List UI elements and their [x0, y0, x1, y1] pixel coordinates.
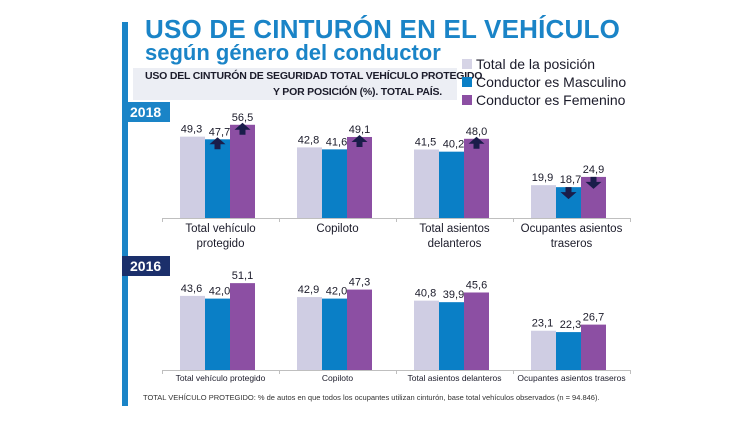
- data-label: 18,7: [560, 174, 581, 186]
- legend-swatch-masculino: [462, 77, 472, 87]
- category-label: Ocupantes asientos traseros: [517, 373, 625, 383]
- year-badge-2016: 2016: [122, 256, 170, 276]
- data-label: 42,8: [298, 134, 319, 146]
- data-label: 40,2: [443, 139, 464, 151]
- arrow-up-icon: [234, 122, 251, 135]
- legend-swatch-femenino: [462, 95, 472, 105]
- category-label: Total vehículo: [185, 223, 255, 235]
- bar-femenino: [464, 138, 489, 218]
- bar-masculino: [322, 149, 347, 218]
- data-label: 42,0: [326, 286, 347, 298]
- category-label: Copiloto: [316, 223, 358, 235]
- chart-subtitle-box: [133, 68, 457, 100]
- accent-bar: [122, 22, 128, 406]
- bar-masculino: [322, 298, 347, 370]
- bar-femenino: [347, 136, 372, 218]
- bar-femenino: [464, 292, 489, 370]
- legend-label: Total de la posición: [476, 56, 596, 72]
- bar-femenino: [347, 289, 372, 370]
- data-label: 41,5: [415, 137, 436, 149]
- data-label: 45,6: [466, 279, 487, 291]
- legend-swatch-total: [462, 59, 472, 69]
- page-title: USO DE CINTURÓN EN EL VEHÍCULO: [145, 14, 621, 44]
- legend-label: Conductor es Masculino: [476, 74, 627, 90]
- data-label: 47,3: [349, 277, 370, 289]
- data-label: 24,9: [583, 164, 604, 176]
- legend-item-masculino: Conductor es Masculino: [462, 73, 626, 91]
- data-label: 19,9: [532, 172, 553, 184]
- category-label: Ocupantes asientos: [521, 223, 623, 235]
- arrow-down-icon: [560, 187, 577, 200]
- category-label: Total asientos delanteros: [407, 373, 501, 383]
- bar-total: [180, 136, 205, 218]
- footnote: TOTAL VEHÍCULO PROTEGIDO: % de autos en …: [143, 393, 600, 402]
- bar-masculino: [205, 298, 230, 370]
- data-label: 42,0: [209, 286, 230, 298]
- data-label: 56,5: [232, 112, 253, 124]
- data-label: 23,1: [532, 318, 553, 330]
- bar-masculino: [205, 139, 230, 218]
- bar-masculino: [556, 332, 581, 370]
- bar-masculino: [439, 302, 464, 370]
- data-label: 47,7: [209, 126, 230, 138]
- bar-total: [414, 300, 439, 370]
- bar-total: [297, 297, 322, 370]
- bar-femenino: [581, 324, 606, 370]
- arrow-down-icon: [585, 176, 602, 189]
- data-label: 42,9: [298, 284, 319, 296]
- data-label: 48,0: [466, 126, 487, 138]
- bar-total: [180, 295, 205, 370]
- data-label: 41,6: [326, 136, 347, 148]
- data-label: 49,3: [181, 124, 202, 136]
- data-label: 22,3: [560, 319, 581, 331]
- bar-femenino: [230, 124, 255, 218]
- year-badge-2018: 2018: [122, 102, 170, 122]
- chart-subtitle-line2: Y POR POSICIÓN (%). TOTAL PAÍS.: [272, 86, 442, 98]
- data-label: 49,1: [349, 124, 370, 136]
- bar-total: [531, 185, 556, 218]
- legend: Total de la posición Conductor es Mascul…: [462, 55, 626, 109]
- data-label: 43,6: [181, 283, 202, 295]
- data-label: 26,7: [583, 312, 604, 324]
- category-label: Total vehículo protegido: [176, 373, 266, 383]
- legend-item-femenino: Conductor es Femenino: [462, 91, 626, 109]
- category-label: Total asientos: [419, 223, 490, 235]
- bar-total: [297, 147, 322, 218]
- data-label: 51,1: [232, 270, 253, 282]
- chart-subtitle-line1: USO DEL CINTURÓN DE SEGURIDAD TOTAL VEHÍ…: [145, 70, 483, 82]
- bar-total: [414, 149, 439, 218]
- bar-total: [531, 330, 556, 370]
- bar-femenino: [230, 283, 255, 370]
- legend-label: Conductor es Femenino: [476, 92, 626, 108]
- data-label: 40,8: [415, 288, 436, 300]
- legend-item-total: Total de la posición: [462, 55, 626, 73]
- bar-masculino: [439, 151, 464, 218]
- category-label: traseros: [551, 238, 593, 250]
- category-label: delanteros: [428, 238, 482, 250]
- arrow-up-icon: [468, 136, 485, 149]
- category-label: Copiloto: [322, 373, 353, 383]
- category-label: protegido: [197, 238, 245, 250]
- data-label: 39,9: [443, 289, 464, 301]
- arrow-up-icon: [209, 137, 226, 150]
- page-subtitle: según género del conductor: [145, 40, 441, 65]
- arrow-up-icon: [351, 134, 368, 147]
